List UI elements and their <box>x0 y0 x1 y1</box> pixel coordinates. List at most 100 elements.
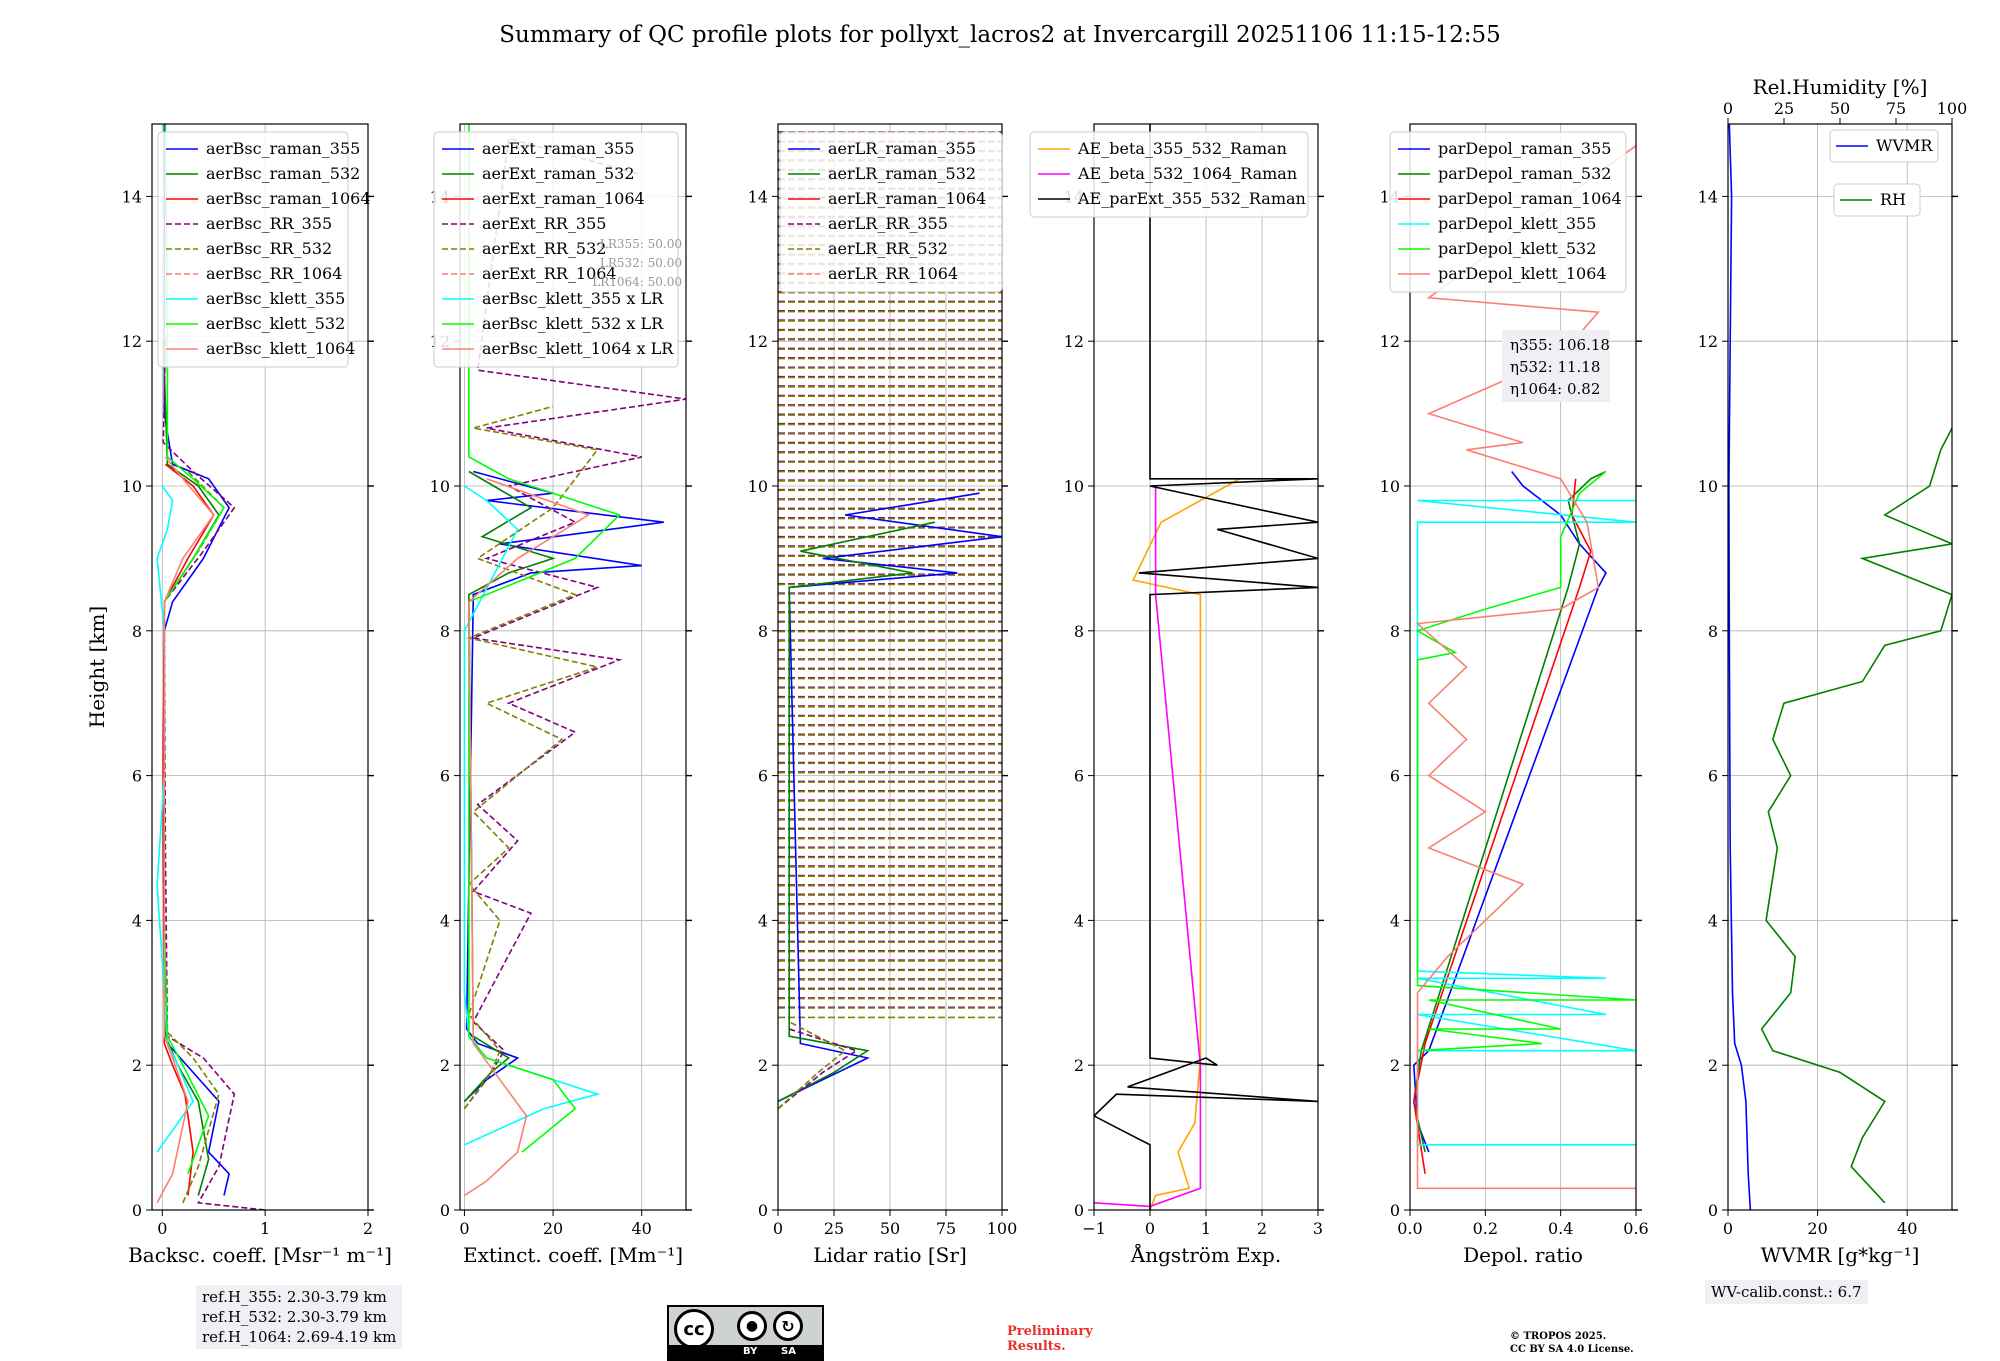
lidar-ratio-label: LR355: 50.00 <box>600 237 682 251</box>
y-tick-label: 2 <box>132 1056 142 1075</box>
y-tick-label: 10 <box>122 477 142 496</box>
series-aerLR_RR_532 <box>778 1021 847 1110</box>
reference-height-box: ref.H_355: 2.30-3.79 km ref.H_532: 2.30-… <box>196 1285 403 1349</box>
x-tick-label: −1 <box>1082 1219 1106 1238</box>
panel-wv: 0 20 40 WVMR [g*kg⁻¹] 0 2 4 6 8 10 12 14 0 25 50 75 100 R… <box>1698 75 1968 1267</box>
wv-calibration-constant: WV-calib.const.: 6.7 <box>1711 1283 1862 1301</box>
x-tick-label: 2 <box>363 1219 373 1238</box>
x-axis-label: WVMR [g*kg⁻¹] <box>1761 1243 1920 1267</box>
axes-frame <box>1409 123 1637 1211</box>
y-tick-label: 4 <box>440 911 450 930</box>
y-tick-label: 0 <box>132 1201 142 1220</box>
legend-label: aerBsc_raman_532 <box>206 164 360 183</box>
eta-label: η355: 106.18 <box>1510 336 1610 354</box>
legend-label: aerBsc_RR_355 <box>206 214 332 233</box>
legend-label: aerBsc_klett_1064 <box>206 339 355 358</box>
legend-label: aerExt_raman_355 <box>482 139 635 158</box>
license-sa-label: SA <box>781 1346 796 1357</box>
series-group <box>463 124 686 1197</box>
y-tick-label: 8 <box>132 622 142 641</box>
x-tick-label: 20 <box>1807 1219 1827 1238</box>
x-tick-label: 1 <box>1201 1219 1211 1238</box>
legend-label: parDepol_raman_1064 <box>1438 189 1622 208</box>
y-tick-label: 10 <box>1698 477 1718 496</box>
legend-label: parDepol_klett_532 <box>1438 239 1596 258</box>
y-tick-label: 12 <box>1064 332 1084 351</box>
x-axis-label: Depol. ratio <box>1463 1243 1583 1267</box>
legend-label: aerExt_raman_1064 <box>482 189 645 208</box>
legend-label: parDepol_raman_532 <box>1438 164 1611 183</box>
x2-tick-label: 100 <box>1937 99 1968 118</box>
x-tick-label: 0 <box>773 1219 783 1238</box>
y-tick-label: 6 <box>132 767 142 786</box>
x-tick-label: 3 <box>1313 1219 1323 1238</box>
series-group <box>1094 124 1318 1210</box>
y-tick-label: 2 <box>1074 1056 1084 1075</box>
legend-label: aerLR_RR_355 <box>828 214 948 233</box>
series-parDepol_klett_532 <box>1415 470 1636 1052</box>
y-tick-label: 0 <box>758 1201 768 1220</box>
y-tick-label: 12 <box>1698 332 1718 351</box>
legend-frame <box>433 131 679 368</box>
legend-label: aerExt_RR_532 <box>482 239 606 258</box>
axes-frame <box>1727 123 1953 1211</box>
x-tick-label: 0 <box>459 1219 469 1238</box>
legend-label: aerExt_RR_355 <box>482 214 606 233</box>
legend-label: parDepol_raman_355 <box>1438 139 1611 158</box>
y-axis-label: Height [km] <box>85 606 109 728</box>
y-tick-label: 6 <box>440 767 450 786</box>
series-RH <box>1760 427 1952 1204</box>
legend-label: AE_beta_532_1064_Raman <box>1077 164 1297 183</box>
eta-label: η1064: 0.82 <box>1510 380 1600 398</box>
y-tick-label: 2 <box>758 1056 768 1075</box>
license-by-label: BY <box>743 1346 758 1357</box>
series-AE_parExt_355_532_Raman <box>1094 124 1318 1210</box>
series-parDepol_raman_1064 <box>1412 478 1592 1174</box>
copyright-line2: CC BY SA 4.0 License. <box>1510 1344 1634 1355</box>
axes-frame <box>459 123 687 1211</box>
series-aerBsc_klett_1064 x LR <box>463 478 591 1197</box>
y-tick-label: 14 <box>1698 187 1718 206</box>
cc-icon: cc <box>674 1309 714 1349</box>
x-tick-label: 75 <box>936 1219 956 1238</box>
y-tick-label: 4 <box>758 911 768 930</box>
axes-frame <box>151 123 369 1211</box>
y-tick-label: 2 <box>1390 1056 1400 1075</box>
preliminary-line2: Results. <box>1007 1339 1066 1354</box>
series-AE_beta_355_532_Raman <box>1132 478 1240 1210</box>
series-aerBsc_klett_1064 <box>156 456 215 1204</box>
lidar-ratio-label: LR532: 50.00 <box>600 256 682 270</box>
y-tick-label: 8 <box>758 622 768 641</box>
x-tick-label: 100 <box>987 1219 1018 1238</box>
series-aerLR_RR_355 <box>778 1028 859 1110</box>
eta-box: η355: 106.18 η532: 11.18 η1064: 0.82 <box>1502 330 1610 402</box>
series-aerLR_raman_355 <box>778 492 1002 1103</box>
legend-label: aerBsc_klett_355 <box>206 289 345 308</box>
legend-label: aerBsc_raman_355 <box>206 139 360 158</box>
x-tick-label: 20 <box>543 1219 563 1238</box>
series-aerBsc_klett_532 <box>163 124 226 1175</box>
y-tick-label: 4 <box>1074 911 1084 930</box>
legend-frame <box>1029 131 1309 218</box>
legend-frame <box>157 131 349 368</box>
y-tick-label: 2 <box>440 1056 450 1075</box>
legend-label: aerBsc_klett_532 x LR <box>482 314 664 333</box>
x2-tick-label: 75 <box>1886 99 1906 118</box>
lidar-ratio-label: LR1064: 50.00 <box>592 275 682 289</box>
y-tick-label: 6 <box>1708 767 1718 786</box>
y-tick-label: 2 <box>1708 1056 1718 1075</box>
attribution-icon: ● <box>737 1311 767 1341</box>
series-aerExt_raman_355 <box>463 470 664 1102</box>
legend-label: aerBsc_RR_1064 <box>206 264 342 283</box>
series-WVMR <box>1728 124 1752 1210</box>
x-axis-label: Lidar ratio [Sr] <box>813 1243 967 1267</box>
legend-label: aerExt_RR_1064 <box>482 264 617 283</box>
legend-frame <box>1389 131 1627 293</box>
y-tick-label: 12 <box>122 332 142 351</box>
legend-label: aerLR_raman_532 <box>828 164 976 183</box>
series-aerExt_RR_355 <box>463 137 686 1110</box>
legend-label: aerBsc_klett_532 <box>206 314 345 333</box>
copyright-note: © TROPOS 2025. CC BY SA 4.0 License. <box>1510 1330 1634 1356</box>
